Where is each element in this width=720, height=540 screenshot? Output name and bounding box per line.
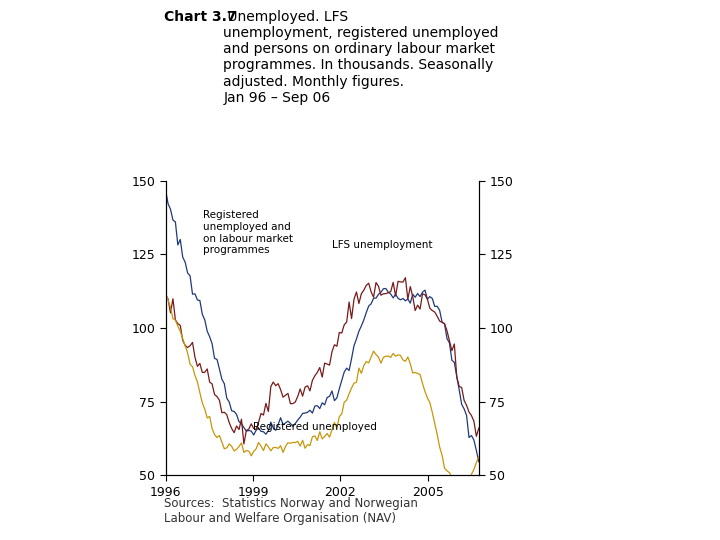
Text: Registered unemployed: Registered unemployed [253, 422, 377, 432]
Text: Unemployed. LFS
unemployment, registered unemployed
and persons on ordinary labo: Unemployed. LFS unemployment, registered… [223, 10, 499, 105]
Text: LFS unemployment: LFS unemployment [332, 240, 432, 250]
Text: Sources:  Statistics Norway and Norwegian
Labour and Welfare Organisation (NAV): Sources: Statistics Norway and Norwegian… [164, 497, 418, 525]
Text: Chart 3.7: Chart 3.7 [164, 10, 237, 24]
Text: Registered
unemployed and
on labour market
programmes: Registered unemployed and on labour mark… [203, 210, 293, 255]
